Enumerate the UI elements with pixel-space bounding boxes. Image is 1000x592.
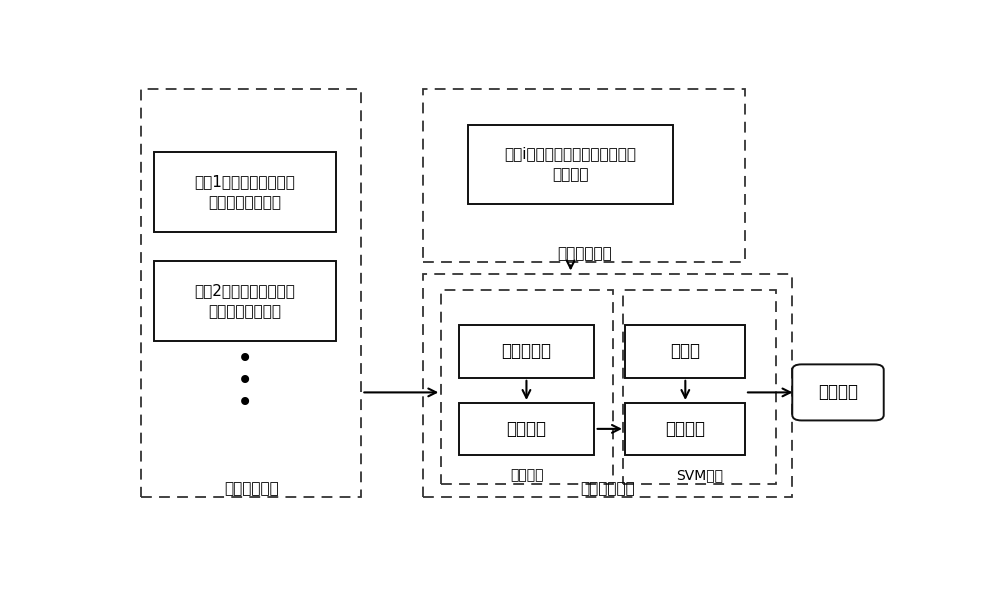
FancyBboxPatch shape: [792, 364, 884, 420]
Bar: [459, 403, 594, 455]
Text: 特征提取: 特征提取: [506, 420, 546, 438]
Text: 物体2处于室内不同位置
时的房间脉冲响应: 物体2处于室内不同位置 时的房间脉冲响应: [195, 283, 296, 319]
Bar: [441, 290, 613, 484]
Text: •: •: [237, 345, 253, 373]
Text: 识别结果: 识别结果: [818, 384, 858, 401]
Bar: [625, 325, 745, 378]
Bar: [468, 124, 673, 204]
Text: •: •: [237, 367, 253, 395]
Bar: [423, 274, 792, 497]
Text: 物体识别系统: 物体识别系统: [580, 481, 635, 496]
Text: 模板匹配: 模板匹配: [665, 420, 705, 438]
Text: •: •: [237, 389, 253, 417]
Text: 物体1处于室内不同位置
时的房间脉冲响应: 物体1处于室内不同位置 时的房间脉冲响应: [195, 174, 296, 210]
Bar: [154, 152, 336, 231]
Text: SVM分类: SVM分类: [677, 468, 724, 482]
Bar: [623, 290, 776, 484]
Text: 数据处理: 数据处理: [510, 468, 544, 482]
Bar: [423, 89, 745, 262]
Text: 数据预处理: 数据预处理: [501, 342, 551, 361]
Bar: [154, 261, 336, 341]
Text: 物体i处于室内不同位置时的房间
脉冲响应: 物体i处于室内不同位置时的房间 脉冲响应: [505, 146, 637, 182]
Text: 模板库: 模板库: [670, 342, 700, 361]
Text: 识别数据采集: 识别数据采集: [557, 246, 612, 261]
Bar: [140, 89, 361, 497]
Text: 训练数据采集: 训练数据采集: [224, 481, 279, 496]
Bar: [625, 403, 745, 455]
Bar: [459, 325, 594, 378]
